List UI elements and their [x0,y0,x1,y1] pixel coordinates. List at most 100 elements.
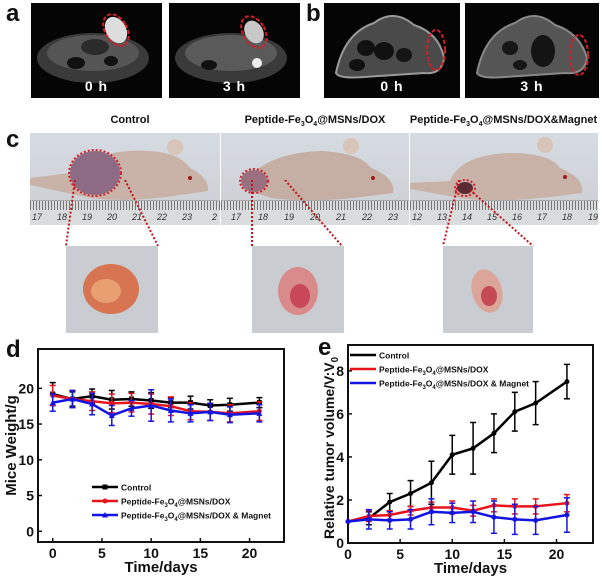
y-tick-label: 0 [26,523,34,539]
y-tick-label: 10 [18,452,34,468]
mri-image-a-0h: 0 h [31,3,162,98]
connector-line [469,189,534,247]
mri-scan-graphic [334,15,446,79]
connector-line [65,180,76,247]
mri-image-b-0h: 0 h [324,3,460,98]
data-point [49,399,56,406]
x-tick-label: 5 [98,545,106,561]
y-axis-label: Relative tumor volume/V:V0 [321,356,341,539]
mouse-graphic [239,138,394,201]
legend-label: Peptide-Fe3O4@MSNs/DOX [121,497,231,510]
series-magnet [49,388,263,427]
data-point [366,516,372,522]
data-point [345,518,351,524]
y-tick-label: 8 [336,363,344,379]
x-tick-label: 5 [396,546,404,562]
data-point [167,407,174,413]
x-tick-label: 0 [344,546,352,562]
mri-image-b-3h: 3 h [465,3,599,98]
y-tick-label: 0 [336,535,344,551]
data-point [449,510,455,516]
data-point [387,499,393,505]
chart-tumor-volume: 0 5 10 15 20 0 2 4 6 8 Time/days Relative tumor vol… [321,344,594,577]
chart-mice-weight: 0 5 10 15 20 0 5 10 15 20 Time/days Mice Weight/g Co… [3,348,285,576]
x-axis-label: Time/days [434,560,507,577]
excised-tumor-control [66,246,158,333]
mri-scan-graphic [37,13,149,83]
excised-tumor-drug-magnet [443,246,533,333]
x-tick-label: 15 [497,546,513,562]
connector-line [442,180,460,247]
data-point [470,445,476,451]
panel-label-b: b [306,0,321,27]
data-point [108,412,115,418]
data-point [408,516,414,522]
x-tick-label: 20 [242,545,258,561]
time-label: 0 h [380,78,404,94]
y-axis-label: Mice Weight/g [3,395,20,496]
x-tick-label: 10 [444,546,460,562]
data-point [387,517,393,523]
mouse-photo-control: 17 18 19 20 21 22 23 2 [30,133,220,225]
data-point [128,405,135,411]
x-tick-label: 0 [49,545,57,561]
data-point [512,409,518,415]
mri-scan-graphic [475,15,589,79]
connector-line [284,180,343,247]
data-point [428,480,434,486]
data-point [449,452,455,458]
time-label: 3 h [520,78,544,94]
legend-label: Control [379,351,409,361]
connector-line [124,180,159,247]
data-point [187,410,194,416]
y-tick-label: 15 [18,416,34,432]
data-point [533,517,539,523]
mri-image-a-3h: 3 h [169,3,300,98]
data-point [512,516,518,522]
tumor-outline [68,149,122,197]
group-title-drug: Peptide-Fe3O4@MSNs/DOX [244,114,386,129]
group-title-drug-magnet: Peptide-Fe3O4@MSNs/DOX&Magnet [409,114,598,129]
panel-label-a: a [6,0,20,27]
time-label: 3 h [222,78,247,94]
panel-label-c: c [6,126,20,153]
data-point [226,411,233,418]
x-axis-label: Time/days [124,559,197,576]
legend-marker [102,484,108,490]
y-tick-label: 6 [336,406,344,422]
data-point [408,491,414,496]
y-tick-label: 20 [18,380,34,396]
legend-marker [102,512,108,518]
plot-frame [347,344,594,544]
legend-label: Peptide-Fe3O4@MSNs/DOX & Magnet [121,511,271,524]
data-point [148,402,155,408]
data-point [491,514,497,520]
data-point [256,410,263,416]
data-point [428,509,434,515]
tumor-graphic [278,267,318,315]
ruler: 17 18 19 20 21 22 23 2 [30,200,220,225]
data-point [491,430,497,436]
group-title-control: Control [110,114,150,126]
x-tick-label: 15 [193,545,209,561]
data-point [564,379,570,385]
data-point [207,408,214,415]
mouse-photo-drug: 17 18 19 20 21 22 23 [221,133,409,225]
series-control [345,363,570,526]
excised-tumor-drug [252,246,344,333]
legend-label: Control [121,483,151,493]
panel-label-e: e [318,334,332,361]
data-point [69,396,76,402]
plot-frame [37,348,285,543]
tumor-graphic [83,264,139,314]
legend-label: Peptide-Fe3O4@MSNs/DOX [379,365,489,378]
x-tick-label: 20 [549,546,565,562]
mouse-photo-drug-magnet: 12 13 14 15 16 17 18 19 [410,133,598,225]
x-tick-label: 10 [143,545,159,561]
data-point [89,401,96,407]
series-magnet [345,497,570,536]
tumor-outline [426,29,446,71]
time-label: 0 h [84,78,109,94]
legend-label: Peptide-Fe3O4@MSNs/DOX & Magnet [379,379,529,392]
zoom-connector-lines [65,180,534,247]
